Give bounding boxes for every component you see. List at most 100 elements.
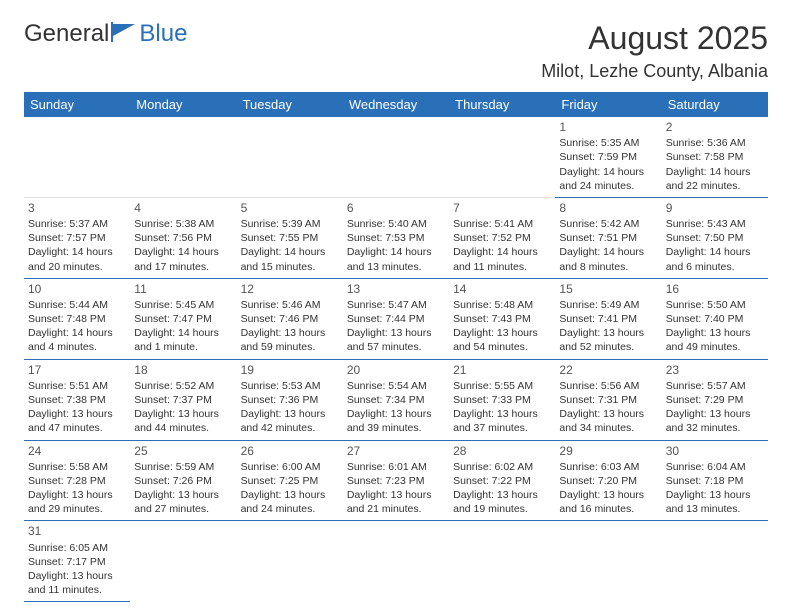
day-number: 27 xyxy=(347,443,445,459)
calendar-cell: 17Sunrise: 5:51 AMSunset: 7:38 PMDayligh… xyxy=(24,359,130,440)
flag-icon xyxy=(111,22,137,47)
sunrise-line: Sunrise: 6:04 AM xyxy=(666,460,764,474)
calendar-cell: 28Sunrise: 6:02 AMSunset: 7:22 PMDayligh… xyxy=(449,440,555,521)
sunset-line: Sunset: 7:55 PM xyxy=(241,231,339,245)
daylight-line: Daylight: 13 hours and 24 minutes. xyxy=(241,488,339,516)
sunrise-line: Sunrise: 5:48 AM xyxy=(453,298,551,312)
daylight-line: Daylight: 14 hours and 13 minutes. xyxy=(347,245,445,273)
day-number: 11 xyxy=(134,281,232,297)
daylight-line: Daylight: 13 hours and 34 minutes. xyxy=(559,407,657,435)
daylight-line: Daylight: 13 hours and 42 minutes. xyxy=(241,407,339,435)
calendar-cell: 11Sunrise: 5:45 AMSunset: 7:47 PMDayligh… xyxy=(130,278,236,359)
dow-header: Tuesday xyxy=(237,92,343,117)
sunrise-line: Sunrise: 5:53 AM xyxy=(241,379,339,393)
day-number: 30 xyxy=(666,443,764,459)
calendar-cell xyxy=(449,521,555,602)
daylight-line: Daylight: 13 hours and 57 minutes. xyxy=(347,326,445,354)
calendar-cell: 2Sunrise: 5:36 AMSunset: 7:58 PMDaylight… xyxy=(662,117,768,197)
dow-header: Thursday xyxy=(449,92,555,117)
calendar-cell: 14Sunrise: 5:48 AMSunset: 7:43 PMDayligh… xyxy=(449,278,555,359)
calendar-cell: 22Sunrise: 5:56 AMSunset: 7:31 PMDayligh… xyxy=(555,359,661,440)
daylight-line: Daylight: 14 hours and 6 minutes. xyxy=(666,245,764,273)
sunrise-line: Sunrise: 5:51 AM xyxy=(28,379,126,393)
sunset-line: Sunset: 7:18 PM xyxy=(666,474,764,488)
sunrise-line: Sunrise: 5:56 AM xyxy=(559,379,657,393)
calendar-cell: 1Sunrise: 5:35 AMSunset: 7:59 PMDaylight… xyxy=(555,117,661,197)
calendar-cell: 5Sunrise: 5:39 AMSunset: 7:55 PMDaylight… xyxy=(237,197,343,278)
sunrise-line: Sunrise: 6:00 AM xyxy=(241,460,339,474)
calendar-cell: 20Sunrise: 5:54 AMSunset: 7:34 PMDayligh… xyxy=(343,359,449,440)
sunrise-line: Sunrise: 5:40 AM xyxy=(347,217,445,231)
location: Milot, Lezhe County, Albania xyxy=(541,61,768,82)
daylight-line: Daylight: 14 hours and 17 minutes. xyxy=(134,245,232,273)
month-title: August 2025 xyxy=(541,20,768,57)
calendar-cell: 29Sunrise: 6:03 AMSunset: 7:20 PMDayligh… xyxy=(555,440,661,521)
calendar-cell: 27Sunrise: 6:01 AMSunset: 7:23 PMDayligh… xyxy=(343,440,449,521)
daylight-line: Daylight: 13 hours and 52 minutes. xyxy=(559,326,657,354)
sunset-line: Sunset: 7:26 PM xyxy=(134,474,232,488)
sunrise-line: Sunrise: 6:01 AM xyxy=(347,460,445,474)
sunset-line: Sunset: 7:25 PM xyxy=(241,474,339,488)
day-number: 17 xyxy=(28,362,126,378)
calendar-cell xyxy=(24,117,130,197)
sunset-line: Sunset: 7:34 PM xyxy=(347,393,445,407)
day-number: 29 xyxy=(559,443,657,459)
day-number: 26 xyxy=(241,443,339,459)
calendar-table: SundayMondayTuesdayWednesdayThursdayFrid… xyxy=(24,92,768,602)
calendar-cell: 9Sunrise: 5:43 AMSunset: 7:50 PMDaylight… xyxy=(662,197,768,278)
day-number: 7 xyxy=(453,200,551,216)
sunrise-line: Sunrise: 5:45 AM xyxy=(134,298,232,312)
sunset-line: Sunset: 7:58 PM xyxy=(666,150,764,164)
sunset-line: Sunset: 7:50 PM xyxy=(666,231,764,245)
calendar-cell xyxy=(237,117,343,197)
day-number: 10 xyxy=(28,281,126,297)
sunset-line: Sunset: 7:48 PM xyxy=(28,312,126,326)
logo: General Blue xyxy=(24,20,187,48)
day-number: 14 xyxy=(453,281,551,297)
daylight-line: Daylight: 13 hours and 47 minutes. xyxy=(28,407,126,435)
sunset-line: Sunset: 7:53 PM xyxy=(347,231,445,245)
dow-header: Monday xyxy=(130,92,236,117)
sunset-line: Sunset: 7:38 PM xyxy=(28,393,126,407)
day-number: 2 xyxy=(666,119,764,135)
dow-header: Saturday xyxy=(662,92,768,117)
calendar-cell: 8Sunrise: 5:42 AMSunset: 7:51 PMDaylight… xyxy=(555,197,661,278)
calendar-cell: 10Sunrise: 5:44 AMSunset: 7:48 PMDayligh… xyxy=(24,278,130,359)
sunset-line: Sunset: 7:41 PM xyxy=(559,312,657,326)
dow-header: Wednesday xyxy=(343,92,449,117)
calendar-cell xyxy=(343,521,449,602)
daylight-line: Daylight: 14 hours and 20 minutes. xyxy=(28,245,126,273)
sunrise-line: Sunrise: 6:02 AM xyxy=(453,460,551,474)
day-number: 16 xyxy=(666,281,764,297)
calendar-cell: 19Sunrise: 5:53 AMSunset: 7:36 PMDayligh… xyxy=(237,359,343,440)
sunrise-line: Sunrise: 5:36 AM xyxy=(666,136,764,150)
day-number: 1 xyxy=(559,119,657,135)
day-number: 12 xyxy=(241,281,339,297)
calendar-cell: 13Sunrise: 5:47 AMSunset: 7:44 PMDayligh… xyxy=(343,278,449,359)
sunset-line: Sunset: 7:51 PM xyxy=(559,231,657,245)
calendar-cell: 24Sunrise: 5:58 AMSunset: 7:28 PMDayligh… xyxy=(24,440,130,521)
day-number: 3 xyxy=(28,200,126,216)
calendar-cell xyxy=(130,521,236,602)
calendar-cell: 21Sunrise: 5:55 AMSunset: 7:33 PMDayligh… xyxy=(449,359,555,440)
day-number: 9 xyxy=(666,200,764,216)
daylight-line: Daylight: 13 hours and 29 minutes. xyxy=(28,488,126,516)
calendar-cell xyxy=(130,117,236,197)
sunset-line: Sunset: 7:29 PM xyxy=(666,393,764,407)
title-block: August 2025 Milot, Lezhe County, Albania xyxy=(541,20,768,82)
daylight-line: Daylight: 14 hours and 15 minutes. xyxy=(241,245,339,273)
sunset-line: Sunset: 7:59 PM xyxy=(559,150,657,164)
sunset-line: Sunset: 7:43 PM xyxy=(453,312,551,326)
sunset-line: Sunset: 7:40 PM xyxy=(666,312,764,326)
logo-text-blue: Blue xyxy=(139,20,187,48)
sunrise-line: Sunrise: 5:59 AM xyxy=(134,460,232,474)
sunrise-line: Sunrise: 6:05 AM xyxy=(28,541,126,555)
daylight-line: Daylight: 13 hours and 37 minutes. xyxy=(453,407,551,435)
sunrise-line: Sunrise: 5:58 AM xyxy=(28,460,126,474)
daylight-line: Daylight: 13 hours and 32 minutes. xyxy=(666,407,764,435)
daylight-line: Daylight: 13 hours and 13 minutes. xyxy=(666,488,764,516)
logo-text-general: General xyxy=(24,20,109,48)
sunrise-line: Sunrise: 5:39 AM xyxy=(241,217,339,231)
sunrise-line: Sunrise: 5:41 AM xyxy=(453,217,551,231)
sunset-line: Sunset: 7:52 PM xyxy=(453,231,551,245)
